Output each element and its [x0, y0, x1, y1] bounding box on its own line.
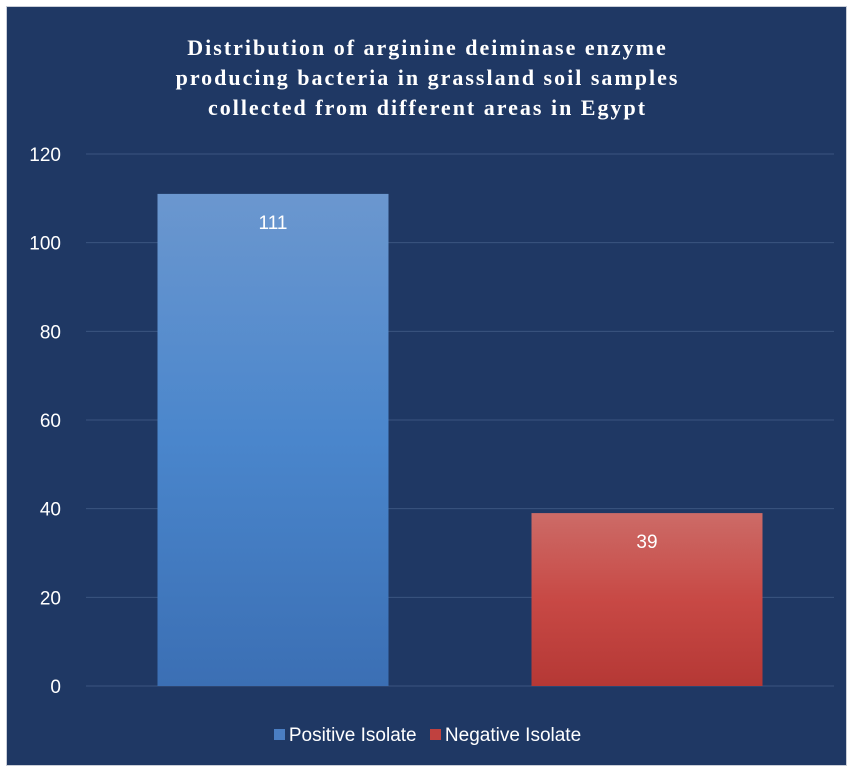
y-tick-label: 40	[40, 500, 61, 521]
bars	[157, 193, 763, 686]
y-tick-label: 0	[50, 677, 61, 698]
data-label: 39	[636, 532, 657, 553]
chart-title: Distribution of arginine deiminase enzym…	[7, 33, 848, 123]
chart-title-line: producing bacteria in grassland soil sam…	[175, 65, 680, 90]
y-tick-label: 80	[40, 322, 61, 343]
legend-label-negative: Negative Isolate	[444, 725, 582, 746]
chart-frame: Distribution of arginine deiminase enzym…	[6, 6, 847, 766]
bar-chart: 0 20 40 60 80 100 120 111 39	[29, 145, 834, 698]
legend-swatch-negative	[429, 729, 441, 740]
legend-swatch-positive	[273, 729, 285, 740]
y-axis: 0 20 40 60 80 100 120	[29, 145, 61, 698]
legend-item-positive: Positive Isolate	[273, 725, 417, 747]
chart-title-line: Distribution of arginine deiminase enzym…	[187, 35, 668, 60]
bar-positive-isolate	[157, 193, 389, 686]
data-labels: 111 39	[259, 213, 658, 553]
legend-item-negative: Negative Isolate	[429, 725, 582, 747]
y-tick-label: 120	[29, 145, 61, 166]
legend: Positive Isolate Negative Isolate	[7, 725, 848, 747]
y-tick-label: 100	[29, 234, 61, 255]
y-tick-label: 20	[40, 588, 61, 609]
data-label: 111	[259, 213, 288, 234]
y-tick-label: 60	[40, 411, 61, 432]
bar-negative-isolate	[531, 513, 763, 686]
legend-label-positive: Positive Isolate	[288, 725, 417, 746]
chart-title-line: collected from different areas in Egypt	[207, 95, 648, 120]
